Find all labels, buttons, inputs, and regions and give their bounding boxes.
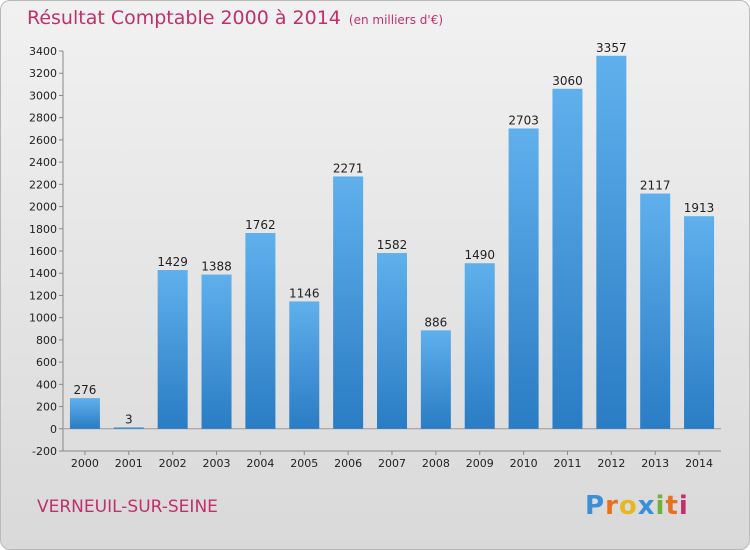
data-label-2002: 1429 xyxy=(157,255,188,269)
x-tick-label-2013: 2013 xyxy=(641,457,669,470)
x-tick-label-2009: 2009 xyxy=(466,457,494,470)
data-label-2011: 3060 xyxy=(552,74,583,88)
data-label-2013: 2117 xyxy=(640,179,671,193)
data-label-2008: 886 xyxy=(424,315,447,329)
bar-2004 xyxy=(245,233,276,429)
data-label-2009: 1490 xyxy=(464,248,495,262)
proxiti-logo: Proxiti xyxy=(585,491,689,521)
y-tick-label: 1400 xyxy=(29,267,57,280)
logo-letter: r xyxy=(605,491,619,521)
y-tick-label: 2400 xyxy=(29,156,57,169)
data-label-2001: 3 xyxy=(125,412,133,426)
bar-2005 xyxy=(289,301,320,429)
y-tick-label: -200 xyxy=(32,445,57,458)
data-label-2012: 3357 xyxy=(596,41,627,55)
x-tick-label-2011: 2011 xyxy=(553,457,581,470)
y-tick-label: 1000 xyxy=(29,312,57,325)
bar-2003 xyxy=(201,274,232,429)
bar-2012 xyxy=(596,55,627,429)
logo-letter: x xyxy=(637,491,656,521)
bar-2011 xyxy=(552,88,583,429)
logo-letter: i xyxy=(678,491,689,521)
bar-2010 xyxy=(508,128,539,429)
data-label-2007: 1582 xyxy=(377,238,408,252)
data-label-2003: 1388 xyxy=(201,260,232,274)
y-tick-label: 400 xyxy=(36,378,57,391)
x-tick-label-2002: 2002 xyxy=(159,457,187,470)
x-tick-label-2004: 2004 xyxy=(246,457,274,470)
bar-2007 xyxy=(377,253,407,429)
x-tick-label-2003: 2003 xyxy=(203,457,231,470)
x-tick-label-2005: 2005 xyxy=(290,457,318,470)
bar-2000 xyxy=(69,398,100,429)
y-tick-label: 1800 xyxy=(29,223,57,236)
logo-letter: t xyxy=(665,491,679,521)
y-tick-label: 2800 xyxy=(29,112,57,125)
y-tick-label: 2600 xyxy=(29,134,57,147)
logo-letter: o xyxy=(618,491,638,521)
bar-2014 xyxy=(684,216,715,429)
data-label-2005: 1146 xyxy=(289,286,320,300)
data-label-2000: 276 xyxy=(73,383,96,397)
logo-letter: i xyxy=(655,491,666,521)
y-tick-label: 600 xyxy=(36,356,57,369)
x-tick-label-2000: 2000 xyxy=(71,457,99,470)
y-axis: -200 0 200 400 600 800 1000 1200 1400 1600 1800 200… xyxy=(29,45,721,458)
bar-2009 xyxy=(464,263,495,429)
y-tick-label: 0 xyxy=(50,423,57,436)
data-label-2014: 1913 xyxy=(684,201,715,215)
data-label-2006: 2271 xyxy=(333,161,364,175)
y-tick-label: 3400 xyxy=(29,45,57,58)
x-tick-label-2012: 2012 xyxy=(597,457,625,470)
data-label-2010: 2703 xyxy=(508,113,539,127)
x-tick-label-2014: 2014 xyxy=(685,457,713,470)
x-tick-label-2008: 2008 xyxy=(422,457,450,470)
y-tick-label: 1600 xyxy=(29,245,57,258)
location-label: VERNEUIL-SUR-SEINE xyxy=(37,497,218,517)
data-label-2004: 1762 xyxy=(245,218,276,232)
bar-2002 xyxy=(157,270,188,429)
y-tick-label: 2000 xyxy=(29,201,57,214)
y-tick-label: 800 xyxy=(36,334,57,347)
logo-letter: P xyxy=(585,491,606,521)
x-axis: 2000 2001 2002 2003 2004 2005 2006 2007 2008 2009… xyxy=(63,450,721,470)
bar-2001 xyxy=(113,427,144,429)
chart-subtitle: (en milliers d'€) xyxy=(348,13,444,27)
chart-title: Résultat Comptable 2000 à 2014 (en millie… xyxy=(27,7,443,29)
x-tick-label-2010: 2010 xyxy=(510,457,538,470)
y-tick-label: 2200 xyxy=(29,178,57,191)
y-tick-label: 1200 xyxy=(29,289,57,302)
x-tick-label-2006: 2006 xyxy=(334,457,362,470)
bar-2013 xyxy=(640,193,671,429)
bar-2008 xyxy=(420,330,451,429)
x-tick-label-2007: 2007 xyxy=(378,457,406,470)
y-tick-label: 3200 xyxy=(29,67,57,80)
bar-2006 xyxy=(333,176,364,429)
y-tick-label: 3000 xyxy=(29,89,57,102)
title-text: Résultat Comptable 2000 à 2014 xyxy=(27,7,341,29)
bars-group: 276 3 1429 1388 1762 1146 2271 1582 886 1490 2703 3… xyxy=(69,41,715,429)
x-tick-label-2001: 2001 xyxy=(115,457,143,470)
y-tick-label: 200 xyxy=(36,401,57,414)
